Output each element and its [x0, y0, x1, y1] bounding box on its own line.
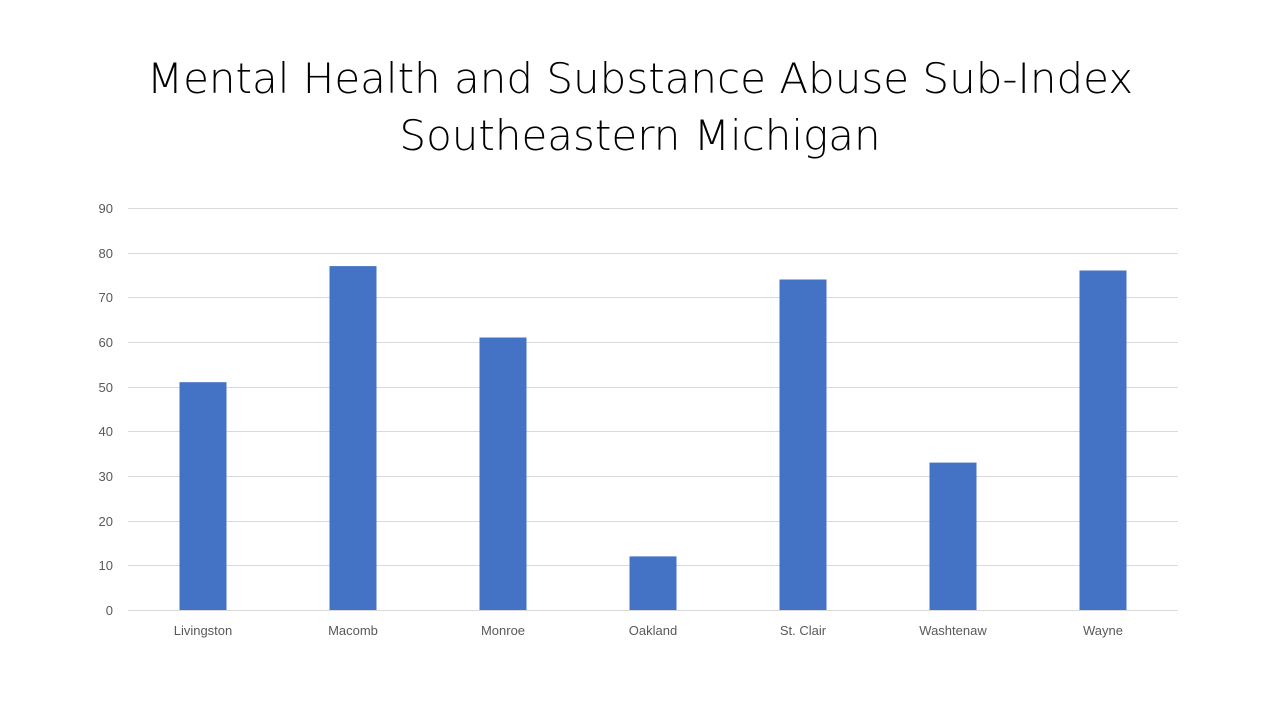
gridlines [128, 208, 1178, 611]
x-tick-label: Wayne [1083, 623, 1123, 638]
x-axis-tick-labels: Livingston Macomb Monroe Oakland St. Clair Wa… [174, 623, 1123, 638]
bar-macomb [329, 266, 377, 610]
chart-title-line-1: Mental Health and Substance Abuse Sub-In… [146, 54, 1134, 103]
x-tick-label: Macomb [328, 623, 378, 638]
y-tick-label: 20 [99, 514, 113, 529]
y-tick-label: 40 [99, 424, 113, 439]
bar-st-clair [779, 279, 827, 610]
y-tick-label: 70 [99, 290, 113, 305]
y-tick-label: 30 [99, 469, 113, 484]
chart-title-line-2: Southeastern Michigan [399, 111, 881, 160]
x-tick-label: Oakland [629, 623, 677, 638]
x-tick-label: Livingston [174, 623, 233, 638]
x-tick-label: St. Clair [780, 623, 827, 638]
y-tick-label: 80 [99, 246, 113, 261]
y-tick-label: 60 [99, 335, 113, 350]
bar-wayne [1079, 270, 1127, 610]
y-tick-label: 90 [99, 201, 113, 216]
bar-livingston [179, 382, 227, 610]
y-tick-label: 0 [106, 603, 113, 618]
y-axis-tick-labels: 0 10 20 30 40 50 60 70 80 90 [99, 201, 113, 618]
bars [179, 266, 1127, 610]
x-tick-label: Washtenaw [919, 623, 987, 638]
y-tick-label: 50 [99, 380, 113, 395]
bar-monroe [479, 337, 527, 610]
bar-washtenaw [929, 462, 977, 610]
y-tick-label: 10 [99, 558, 113, 573]
bar-oakland [629, 556, 677, 610]
x-tick-label: Monroe [481, 623, 525, 638]
chart-title: Mental Health and Substance Abuse Sub-In… [0, 50, 1280, 164]
